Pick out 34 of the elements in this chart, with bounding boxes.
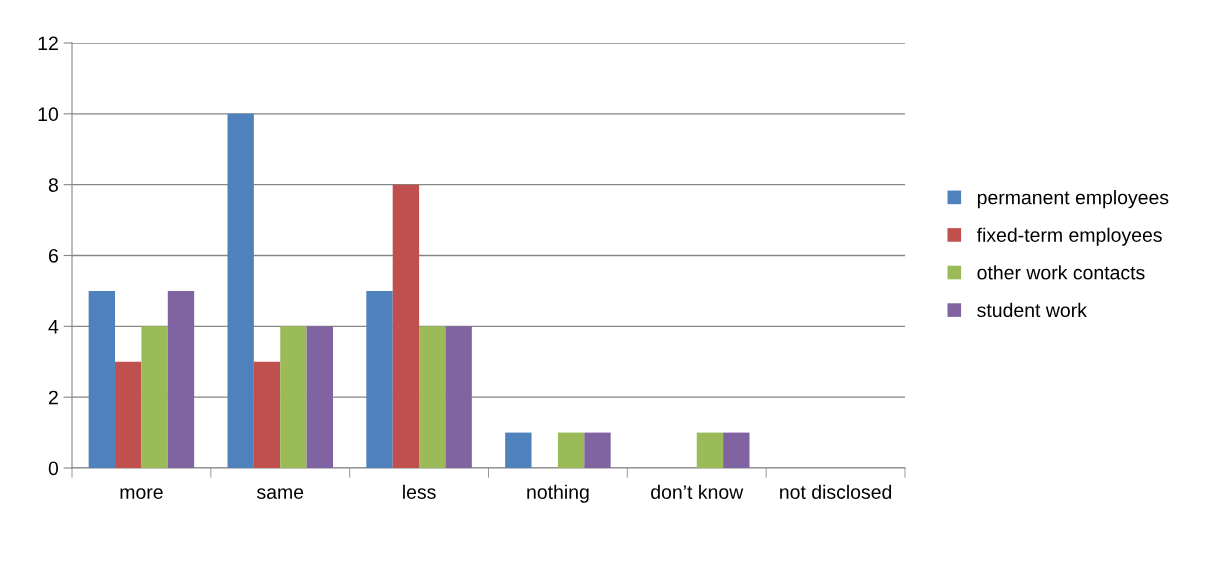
y-tick-label: 4 [48,320,59,334]
bar [723,432,750,468]
bar [696,432,724,468]
y-tick-label: 8 [48,178,58,192]
x-tick-label: not disclosed [780,484,892,499]
bar [392,184,420,468]
bar [505,432,532,468]
x-tick-label: nothing [527,484,589,503]
x-tick-label: less [403,484,436,499]
bar [419,326,446,468]
x-tick-label: same [257,488,304,499]
bar [253,361,281,468]
legend-label: permanent employees [977,190,1169,209]
bar [306,326,334,468]
bar [557,432,585,468]
bar [584,432,611,468]
y-tick-label: 0 [48,461,59,476]
bar [141,326,168,468]
y-tick-label: 10 [38,107,59,122]
legend-label: student work [977,302,1087,318]
bar [167,290,195,468]
y-tick-label: 2 [48,390,58,405]
bar [115,361,142,468]
y-tick-label: 12 [38,36,58,51]
bar [445,326,472,468]
bar [227,113,254,468]
legend-label: fixed-term employees [976,227,1162,246]
y-tick-label: 6 [48,248,58,263]
bar [366,290,393,468]
x-tick-label: don’t know [651,484,744,499]
legend-label: other work contacts [977,265,1145,280]
bar [280,326,307,468]
x-tick-label: more [120,488,163,499]
bar [88,290,116,468]
